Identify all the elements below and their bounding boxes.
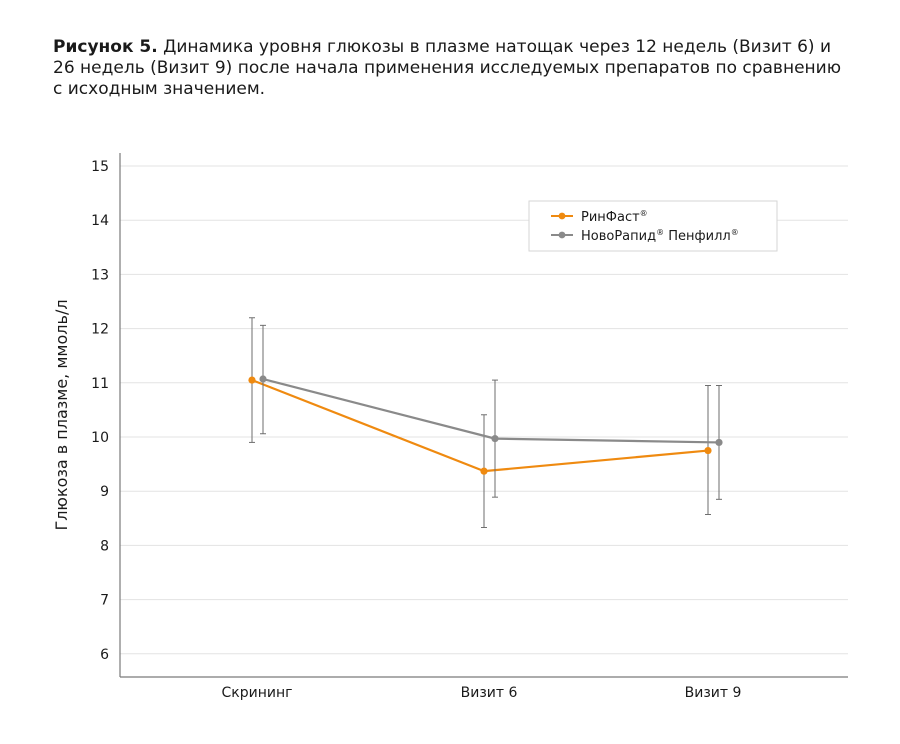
- y-tick-label: 13: [91, 267, 109, 283]
- x-tick-label: Скрининг: [222, 685, 293, 701]
- figure-label: Рисунок 5.: [53, 37, 158, 57]
- data-point: [480, 467, 488, 475]
- y-tick-label: 10: [91, 430, 109, 446]
- y-tick-label: 7: [100, 593, 109, 609]
- x-tick-labels: Скрининг Визит 6 Визит 9: [222, 685, 742, 701]
- x-tick-label: Визит 6: [461, 685, 518, 701]
- data-point: [248, 376, 256, 384]
- legend-marker: [558, 231, 566, 239]
- y-tick-labels: 6 7 8 9 10 11 12 13 14 15: [91, 159, 109, 663]
- y-tick-label: 9: [100, 484, 109, 500]
- y-tick-label: 11: [91, 376, 109, 392]
- legend: РинФаст® НовоРапид® Пенфилл®: [528, 200, 778, 252]
- y-tick-label: 8: [100, 538, 109, 554]
- data-point: [491, 435, 499, 443]
- y-tick-label: 15: [91, 159, 109, 175]
- axes: [119, 153, 848, 678]
- data-point: [715, 438, 723, 447]
- y-tick-label: 6: [100, 647, 109, 663]
- y-axis-label: Глюкоза в плазме, ммоль/л: [52, 299, 71, 530]
- figure-caption: Рисунок 5. Динамика уровня глюкозы в пла…: [53, 37, 853, 100]
- figure-caption-text: Динамика уровня глюкозы в плазме натощак…: [53, 37, 842, 99]
- data-point: [704, 446, 712, 455]
- y-tick-label: 14: [91, 213, 109, 229]
- legend-marker: [558, 212, 566, 220]
- legend-label: РинФаст®: [581, 209, 648, 225]
- y-tick-label: 12: [91, 322, 109, 338]
- legend-label: НовоРапид® Пенфилл®: [581, 228, 739, 244]
- series: [248, 317, 723, 529]
- series-2: [259, 324, 723, 500]
- series-1: [248, 317, 712, 529]
- legend-box: [528, 200, 778, 252]
- x-tick-label: Визит 9: [685, 685, 742, 701]
- data-point: [259, 375, 267, 383]
